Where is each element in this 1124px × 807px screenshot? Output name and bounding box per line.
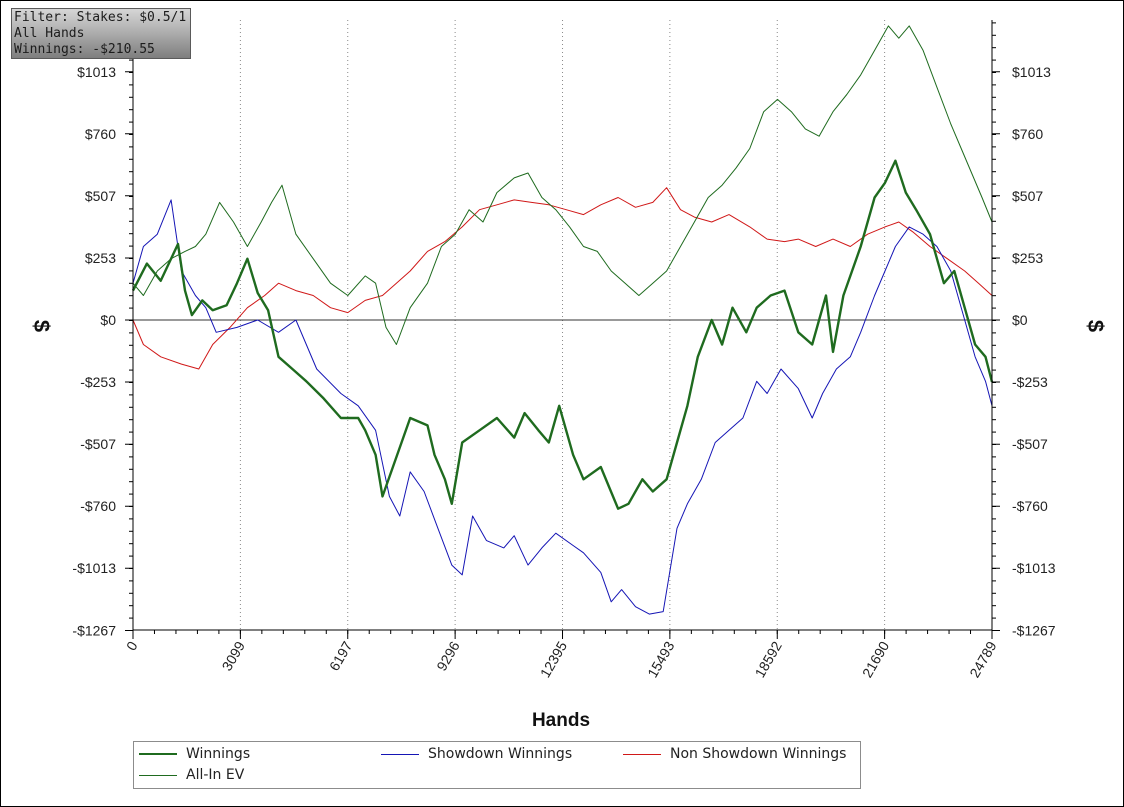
x-tick-label: 24789	[966, 638, 999, 680]
x-tick-label: 3099	[219, 638, 249, 673]
legend: Winnings Showdown Winnings Non Showdown …	[133, 741, 861, 789]
legend-item-all-in-ev: All-In EV	[139, 765, 244, 785]
y-tick-label-right: $0	[1012, 312, 1028, 328]
y-tick-label-right: -$507	[1012, 436, 1048, 452]
y-tick-label-right: $1013	[1012, 64, 1051, 80]
y-tick-label-right: $253	[1012, 250, 1043, 266]
legend-label-showdown-winnings: Showdown Winnings	[428, 746, 573, 762]
y-tick-label-left: $507	[85, 188, 116, 204]
series-line-showdown-winnings	[132, 199, 993, 615]
y-tick-label-left: -$1013	[72, 560, 116, 576]
series-line-winnings	[131, 159, 994, 510]
series-layer	[131, 25, 994, 615]
y-axis-title-left: $	[29, 320, 54, 332]
x-tick-label: 15493	[644, 638, 677, 680]
x-tick-label: 21690	[859, 638, 892, 680]
legend-label-all-in-ev: All-In EV	[186, 767, 245, 783]
legend-label-winnings: Winnings	[186, 746, 251, 762]
legend-item-showdown-winnings: Showdown Winnings	[381, 744, 572, 764]
y-tick-label-left: $1013	[77, 64, 116, 80]
x-tick-label: 0	[123, 638, 141, 653]
axes: $1013 $1013 $760 $760 $507 $507 $253 $253 $0 $0 -$…	[72, 20, 1056, 680]
filter-line-stakes: Filter: Stakes: $0.5/1 NL	[14, 10, 191, 25]
y-tick-label-left: -$1267	[72, 622, 116, 638]
x-axis-title: Hands	[532, 710, 590, 731]
legend-swatch-showdown-winnings	[381, 753, 419, 755]
y-tick-label-right: -$760	[1012, 498, 1048, 514]
y-tick-label-right: -$1267	[1012, 622, 1056, 638]
y-tick-label-left: $760	[85, 126, 116, 142]
y-tick-label-right: -$1013	[1012, 560, 1056, 576]
legend-item-winnings: Winnings	[139, 744, 250, 764]
series-line-non-showdown-winnings	[132, 187, 993, 370]
y-tick-label-left: $253	[85, 250, 116, 266]
legend-swatch-non-showdown-winnings	[623, 753, 661, 755]
y-tick-label-left: -$507	[80, 436, 116, 452]
y-tick-label-left: $0	[100, 312, 116, 328]
y-tick-label-right: $507	[1012, 188, 1043, 204]
filter-line-hands: All Hands	[14, 26, 85, 41]
x-tick-label: 6197	[326, 638, 356, 673]
series-line-all-in-ev	[132, 25, 993, 345]
y-tick-label-left: -$760	[80, 498, 116, 514]
legend-swatch-winnings	[139, 753, 177, 755]
x-tick-label: 9296	[433, 638, 463, 673]
x-tick-label: 18592	[752, 638, 785, 680]
filter-line-winnings: Winnings: -$210.55	[14, 42, 155, 57]
x-tick-label: 12395	[537, 638, 570, 680]
legend-label-non-showdown-winnings: Non Showdown Winnings	[670, 746, 847, 762]
filter-info-box: Filter: Stakes: $0.5/1 NL All Hands Winn…	[11, 8, 191, 59]
y-tick-label-right: -$253	[1012, 374, 1048, 390]
y-tick-label-left: -$253	[80, 374, 116, 390]
legend-swatch-all-in-ev	[139, 774, 177, 776]
legend-item-non-showdown-winnings: Non Showdown Winnings	[623, 744, 846, 764]
y-tick-label-right: $760	[1012, 126, 1043, 142]
y-axis-title-right: $	[1083, 320, 1108, 332]
